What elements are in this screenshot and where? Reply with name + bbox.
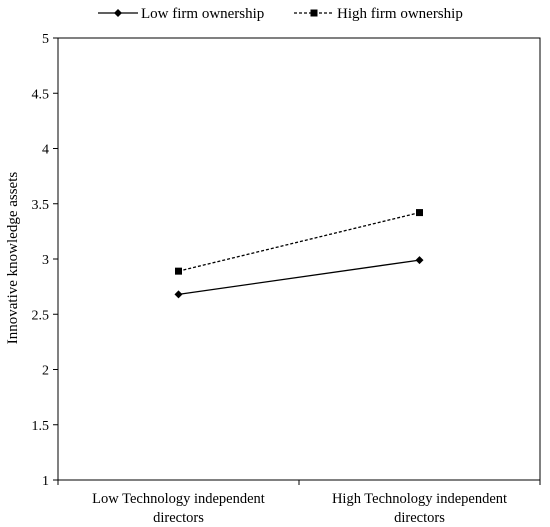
x-category-label-line: Low Technology independent xyxy=(92,491,265,507)
x-axis: Low Technology independent directorsHigh … xyxy=(57,480,541,526)
y-tick-label: 3.5 xyxy=(32,198,50,213)
x-category-label-line: directors xyxy=(153,510,204,526)
plot-frame xyxy=(57,37,541,481)
y-tick-label: 2 xyxy=(42,364,49,379)
y-tick-label: 1 xyxy=(42,474,49,489)
y-axis: 1 1.5 2 2.5 3 3.5 4 4.5 5 xyxy=(32,32,58,489)
data-point xyxy=(415,256,424,265)
x-category-label-line: High Technology independent xyxy=(332,491,507,507)
y-axis-title: Innovative knowledge assets xyxy=(5,172,21,345)
series-line xyxy=(178,259,420,296)
data-point xyxy=(174,290,183,299)
series-line xyxy=(178,211,420,272)
legend-marker xyxy=(310,9,318,17)
y-tick-label: 3 xyxy=(42,253,49,268)
legend-label: Low firm ownership xyxy=(141,6,264,22)
y-tick-label: 1.5 xyxy=(32,419,50,434)
series-1 xyxy=(174,256,424,299)
y-tick-label: 2.5 xyxy=(32,308,50,323)
x-category-label: Low Technology independent directors xyxy=(92,491,265,526)
series-2 xyxy=(175,209,423,275)
legend-marker xyxy=(114,9,122,17)
legend: Low firm ownership High firm ownership xyxy=(98,6,463,22)
data-point xyxy=(175,267,182,275)
plot-area xyxy=(57,37,541,481)
legend-label: High firm ownership xyxy=(337,6,463,22)
legend-item: Low firm ownership xyxy=(98,6,264,22)
x-category-label: High Technology independent directors xyxy=(332,491,507,526)
x-category-label-line: directors xyxy=(394,510,445,526)
y-tick-label: 4 xyxy=(42,143,49,158)
y-tick-label: 5 xyxy=(42,32,49,47)
legend-item: High firm ownership xyxy=(294,6,463,22)
y-tick-label: 4.5 xyxy=(32,87,50,102)
data-point xyxy=(416,209,423,217)
